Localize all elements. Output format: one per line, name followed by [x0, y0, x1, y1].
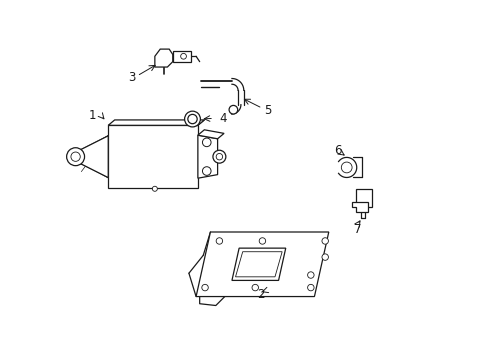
Circle shape — [66, 148, 84, 166]
Circle shape — [202, 284, 208, 291]
Circle shape — [184, 111, 200, 127]
Polygon shape — [231, 248, 285, 280]
Polygon shape — [351, 202, 367, 212]
Circle shape — [187, 114, 197, 124]
Circle shape — [259, 238, 265, 244]
Text: 5: 5 — [264, 104, 271, 117]
Circle shape — [321, 238, 328, 244]
Circle shape — [212, 150, 225, 163]
Polygon shape — [108, 120, 204, 125]
Polygon shape — [235, 252, 282, 277]
Polygon shape — [196, 232, 328, 297]
Circle shape — [321, 254, 328, 260]
Circle shape — [307, 284, 313, 291]
Text: 1: 1 — [88, 109, 96, 122]
Circle shape — [228, 105, 237, 114]
Circle shape — [251, 284, 258, 291]
Circle shape — [341, 162, 351, 173]
Circle shape — [202, 167, 211, 175]
Polygon shape — [198, 130, 224, 139]
Text: 2: 2 — [256, 288, 264, 301]
Polygon shape — [108, 125, 198, 188]
Polygon shape — [198, 135, 217, 178]
Circle shape — [216, 238, 222, 244]
Circle shape — [180, 53, 186, 59]
Polygon shape — [355, 189, 371, 207]
Text: 6: 6 — [333, 144, 341, 157]
Circle shape — [71, 152, 80, 161]
Polygon shape — [76, 136, 108, 177]
Circle shape — [216, 153, 222, 160]
Text: 7: 7 — [353, 223, 361, 236]
Text: 3: 3 — [127, 71, 135, 84]
Circle shape — [202, 138, 211, 147]
Polygon shape — [172, 51, 190, 62]
Circle shape — [307, 272, 313, 278]
Text: 4: 4 — [219, 112, 226, 125]
Circle shape — [152, 186, 157, 191]
Polygon shape — [155, 49, 172, 67]
